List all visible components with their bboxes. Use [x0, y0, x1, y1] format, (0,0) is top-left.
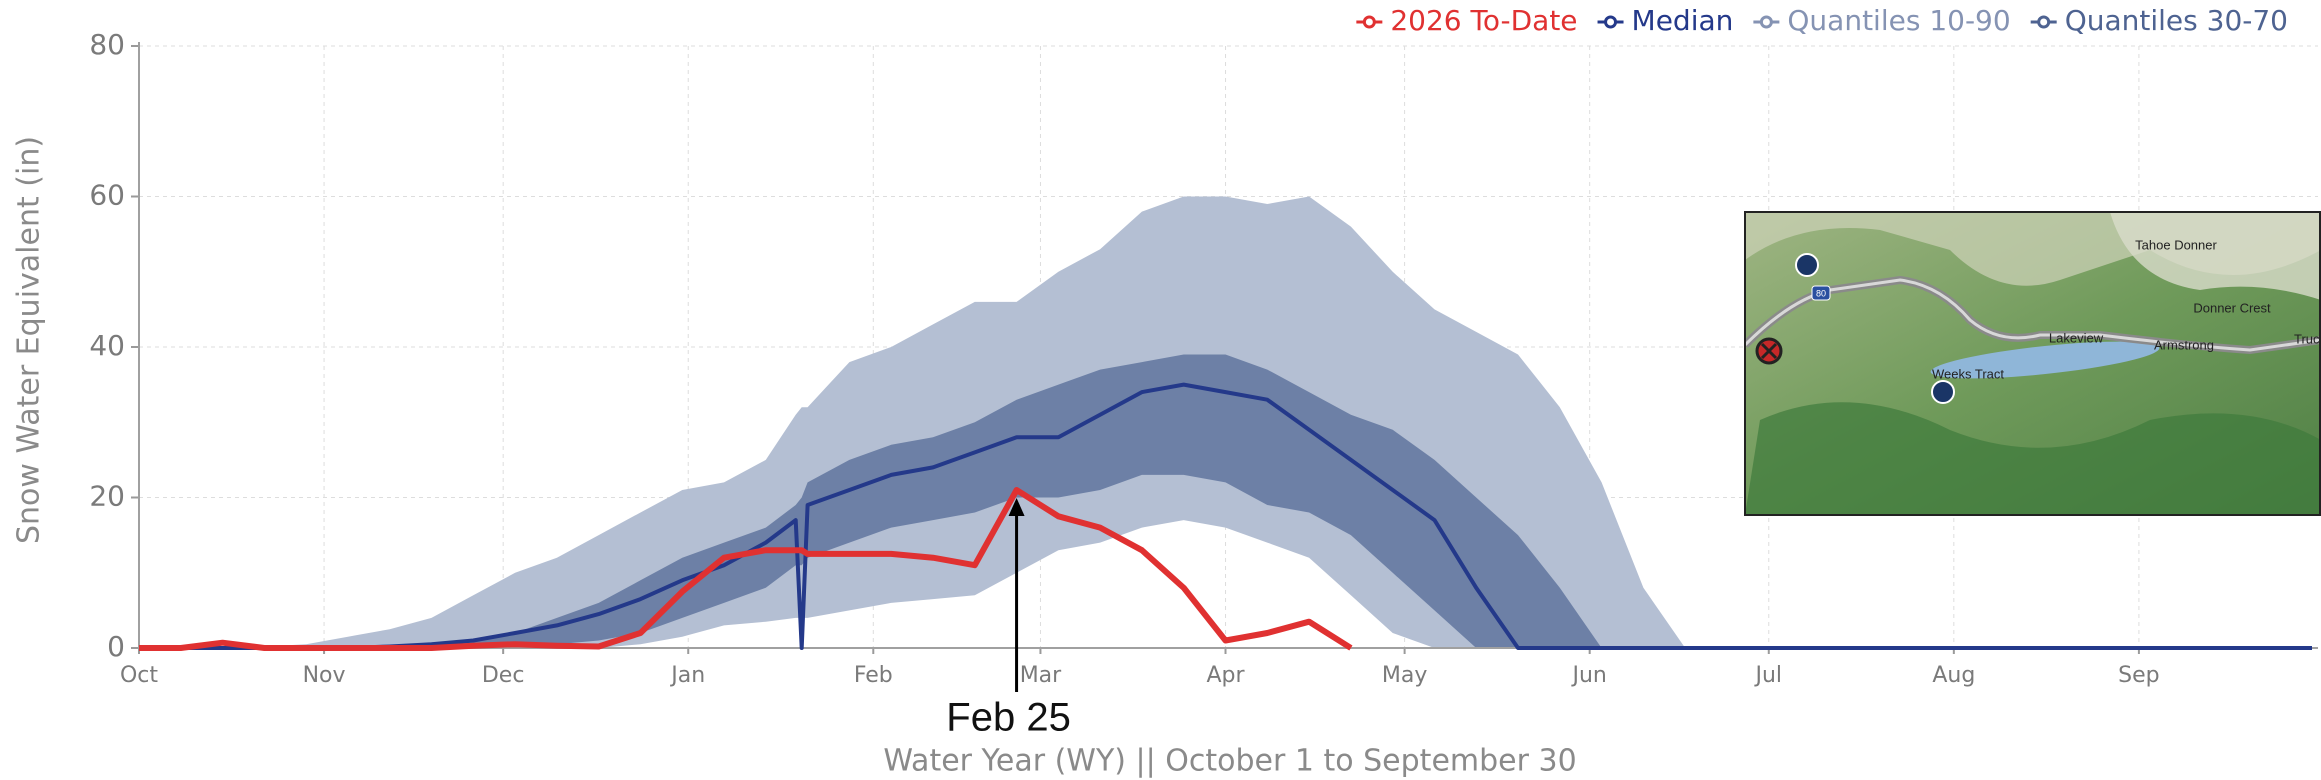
- legend-label: 2026 To-Date: [1390, 4, 1577, 37]
- chart: 0 20 40 60 80 Oct Nov Dec Jan Feb Mar Apr May Jun Jul A…: [0, 0, 2321, 780]
- x-tick-label: Apr: [1206, 663, 1245, 688]
- page: {"chart_data": { "type": "line", "x_labe…: [0, 0, 2321, 780]
- y-axis-title: Snow Water Equivalent (in): [12, 136, 47, 544]
- legend-label: Quantiles 30-70: [2065, 4, 2288, 37]
- x-tick-label: Oct: [120, 663, 158, 688]
- y-tick-label: 40: [89, 329, 125, 362]
- x-tick-label: Jan: [669, 663, 705, 688]
- y-tick-label: 60: [89, 179, 125, 212]
- map-label: Lakeview: [2049, 330, 2104, 345]
- map-label: Truc: [2294, 331, 2320, 346]
- y-tick-label: 80: [89, 28, 125, 61]
- legend-label: Quantiles 10-90: [1787, 4, 2010, 37]
- x-tick-label: Dec: [482, 663, 525, 688]
- legend-marker: [1761, 17, 1771, 27]
- legend-label: Median: [1632, 4, 1734, 37]
- x-tick-label: May: [1382, 663, 1427, 688]
- x-tick-label: Sep: [2118, 663, 2159, 688]
- map-station[interactable]: [1796, 254, 1818, 276]
- x-tick-label: Jun: [1570, 663, 1606, 688]
- map-station[interactable]: [1932, 381, 1954, 403]
- legend-item: Quantiles 10-90: [1753, 4, 2010, 37]
- legend-marker: [2039, 17, 2049, 27]
- map-label: Armstrong: [2154, 337, 2214, 352]
- legend-marker: [1364, 17, 1374, 27]
- x-tick-label: Jul: [1753, 663, 1782, 688]
- x-axis-title: Water Year (WY) || October 1 to Septembe…: [883, 744, 1576, 779]
- annotation-text: Feb 25: [946, 696, 1071, 740]
- x-tick-label: Aug: [1932, 663, 1975, 688]
- legend: 2026 To-Date Median Quantiles 10-90 Quantil…: [1356, 4, 2288, 37]
- y-tick-label: 0: [107, 630, 125, 663]
- x-tick-label: Feb: [854, 663, 893, 688]
- map-label: Tahoe Donner: [2135, 237, 2217, 252]
- x-tick-label: Nov: [303, 663, 346, 688]
- legend-item: 2026 To-Date: [1356, 4, 1577, 37]
- y-tick-label: 20: [89, 480, 125, 513]
- legend-marker: [1606, 17, 1616, 27]
- legend-item: Quantiles 30-70: [2031, 4, 2288, 37]
- map-label: Weeks Tract: [1932, 366, 2004, 381]
- map-shield-label: 80: [1816, 288, 1826, 298]
- map-label: Donner Crest: [2193, 300, 2271, 315]
- x-tick-label: Mar: [1020, 663, 1062, 688]
- legend-item: Median: [1598, 4, 1734, 37]
- map-inset: 80 Tahoe Donner Donner Crest Lakeview Ar…: [1745, 212, 2321, 515]
